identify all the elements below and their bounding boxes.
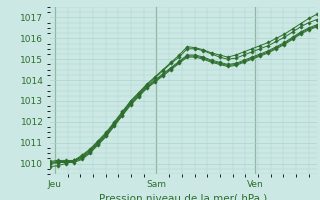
X-axis label: Pression niveau de la mer( hPa ): Pression niveau de la mer( hPa ) [99, 193, 267, 200]
